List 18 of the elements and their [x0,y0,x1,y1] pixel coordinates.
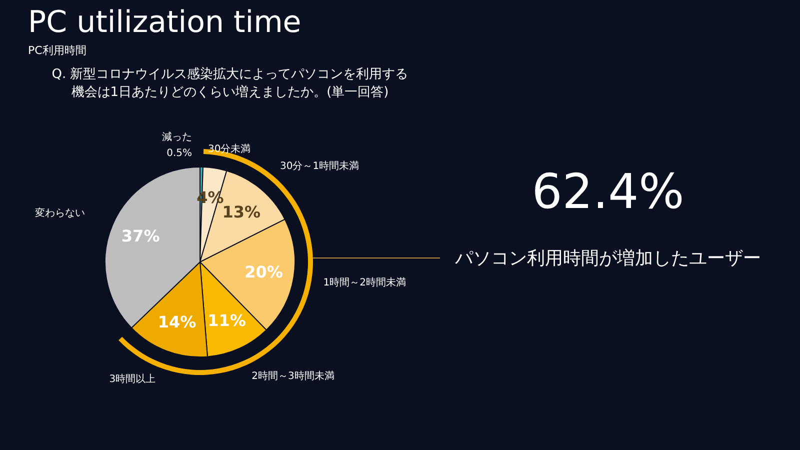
text: 機会は1日あたりどのくらい増えましたか。(単一回答) [71,84,389,100]
slice-label: 2時間～3時間未満 [252,370,334,382]
slice-label: 3時間以上 [109,372,156,385]
text: パソコン利用時間が増加したユーザー [454,248,761,269]
data-label: 0.5% [166,148,192,159]
data-label: 14% [158,312,196,332]
text: 62.4% [532,164,684,220]
slice-label: 1時間～2時間未満 [323,276,406,289]
chart-title: PC utilization time [28,5,302,40]
data-label: 20% [244,262,283,282]
text: Q. 新型コロナウイルス感染拡大によってパソコンを利用する [52,67,408,82]
data-label: 37% [121,226,160,246]
slice-label: 30分～1時間未満 [280,160,360,172]
slice-label: 減った [162,131,192,143]
data-label: 13% [222,202,260,222]
chart-subtitle: PC利用時間 [28,44,86,57]
slice-label: 変わらない [34,207,85,220]
data-label: 11% [208,310,246,330]
